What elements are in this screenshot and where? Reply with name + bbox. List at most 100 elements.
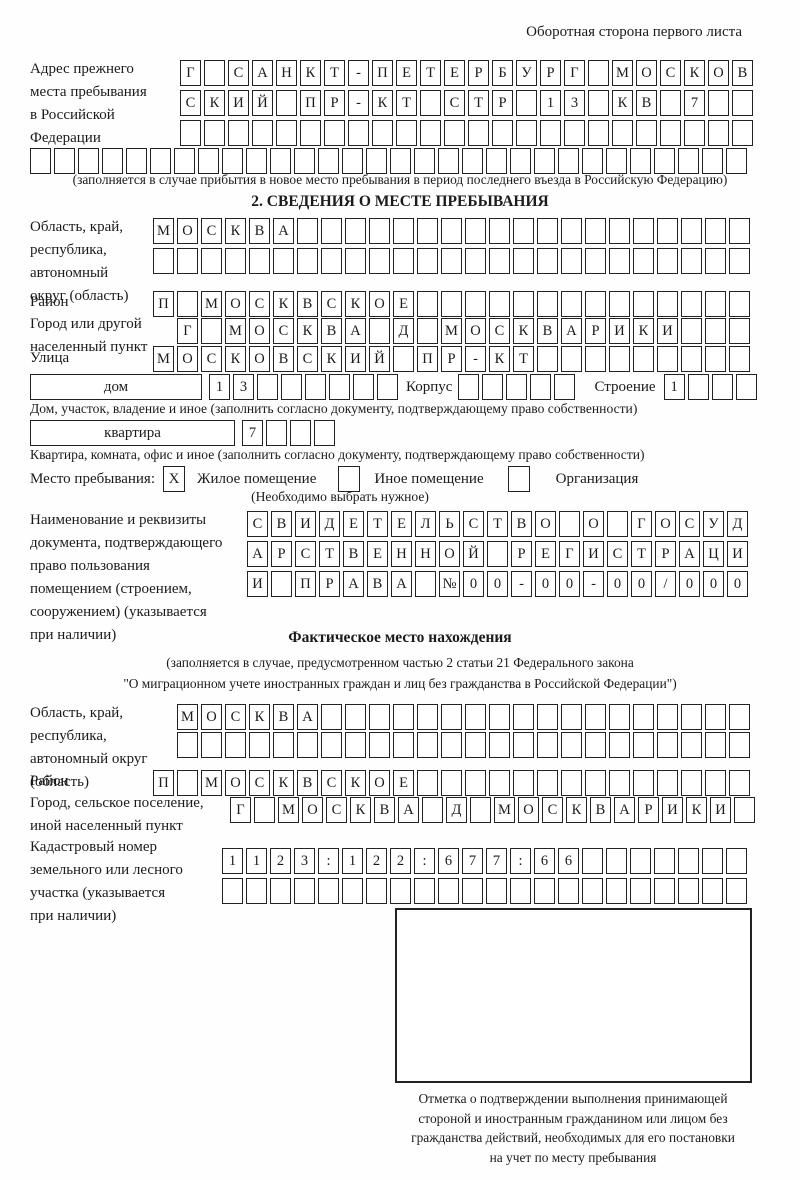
char-cell: 2: [270, 848, 291, 874]
mesto-note: (Необходимо выбрать нужное): [251, 489, 429, 504]
char-cell: [369, 248, 390, 274]
char-cell: -: [511, 571, 532, 597]
page-side-note: Оборотная сторона первого листа: [526, 24, 742, 40]
char-cell: [633, 218, 654, 244]
char-cell: О: [302, 797, 323, 823]
char-cell: [174, 148, 195, 174]
char-cell: [345, 732, 366, 758]
char-cell: [249, 248, 270, 274]
char-cell: К: [321, 346, 342, 372]
char-cell: Б: [492, 60, 513, 86]
char-cell: [273, 732, 294, 758]
char-cell: О: [465, 318, 486, 344]
char-cell: [606, 878, 627, 904]
char-cell: [630, 148, 651, 174]
char-cell: №: [439, 571, 460, 597]
char-cell: [393, 732, 414, 758]
char-cell: [150, 148, 171, 174]
zhiloe-label: Жилое помещение: [197, 471, 317, 487]
char-cell: О: [655, 511, 676, 537]
char-cell: [465, 770, 486, 796]
char-cell: [633, 732, 654, 758]
char-cell: [537, 248, 558, 274]
char-cell: Г: [564, 60, 585, 86]
char-cell: [201, 732, 222, 758]
char-cell: [489, 218, 510, 244]
char-cell: К: [204, 90, 225, 116]
char-cell: [554, 374, 576, 400]
char-cell: [390, 878, 411, 904]
char-cell: [630, 878, 651, 904]
char-cell: [537, 291, 558, 317]
stroenie-cells: 1: [663, 374, 760, 400]
char-cell: :: [318, 848, 339, 874]
char-cell: О: [583, 511, 604, 537]
char-cell: С: [607, 541, 628, 567]
char-cell: [270, 148, 291, 174]
char-cell: [78, 148, 99, 174]
char-cell: [420, 90, 441, 116]
char-cell: [609, 770, 630, 796]
char-cell: [345, 248, 366, 274]
char-cell: [414, 878, 435, 904]
char-cell: М: [153, 218, 174, 244]
char-cell: [489, 248, 510, 274]
char-cell: [348, 120, 369, 146]
char-cell: 7: [242, 420, 263, 446]
char-cell: [708, 120, 729, 146]
char-cell: А: [345, 318, 366, 344]
char-cell: В: [343, 541, 364, 567]
char-cell: А: [252, 60, 273, 86]
char-cell: [660, 90, 681, 116]
char-cell: М: [441, 318, 462, 344]
char-cell: В: [249, 218, 270, 244]
char-cell: С: [295, 541, 316, 567]
char-cell: [537, 346, 558, 372]
korpus-cells: [458, 374, 578, 400]
char-cell: [177, 770, 198, 796]
char-cell: Г: [180, 60, 201, 86]
char-cell: [438, 148, 459, 174]
char-cell: К: [225, 218, 246, 244]
char-cell: [681, 318, 702, 344]
kadastr-label: Кадастровый номер земельного или лесного у…: [30, 839, 183, 924]
char-cell: [393, 218, 414, 244]
char-cell: [222, 878, 243, 904]
char-cell: [612, 120, 633, 146]
char-cell: [177, 248, 198, 274]
char-cell: Й: [252, 90, 273, 116]
char-cell: [377, 374, 398, 400]
char-cell: 0: [535, 571, 556, 597]
char-cell: [297, 218, 318, 244]
char-cell: О: [518, 797, 539, 823]
char-cell: Т: [367, 511, 388, 537]
char-cell: [54, 148, 75, 174]
char-cell: [585, 248, 606, 274]
fact-note-line-1: (заполняется в случае, предусмотренном ч…: [166, 655, 634, 670]
section2-title: 2. СВЕДЕНИЯ О МЕСТЕ ПРЕБЫВАНИЯ: [251, 193, 549, 210]
char-cell: 0: [679, 571, 700, 597]
char-cell: [729, 248, 750, 274]
char-cell: К: [686, 797, 707, 823]
char-cell: С: [489, 318, 510, 344]
char-cell: [465, 732, 486, 758]
char-cell: 6: [534, 848, 555, 874]
char-cell: К: [566, 797, 587, 823]
char-cell: Ц: [703, 541, 724, 567]
char-cell: В: [271, 511, 292, 537]
char-cell: [585, 704, 606, 730]
char-cell: [588, 120, 609, 146]
char-cell: [729, 732, 750, 758]
char-cell: К: [273, 770, 294, 796]
char-cell: Т: [631, 541, 652, 567]
char-cell: [294, 878, 315, 904]
char-cell: [702, 848, 723, 874]
char-cell: [366, 148, 387, 174]
kvartira-box: квартира: [30, 420, 235, 446]
char-cell: О: [225, 291, 246, 317]
char-cell: :: [510, 848, 531, 874]
ulitsa-label: Улица: [30, 350, 70, 366]
